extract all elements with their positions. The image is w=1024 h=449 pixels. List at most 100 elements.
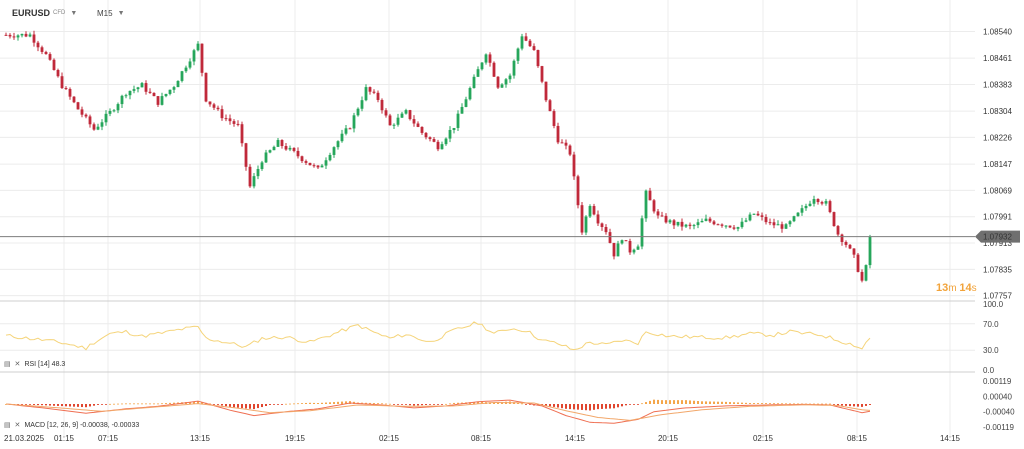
macd-histogram-bar	[77, 404, 79, 407]
countdown-minutes: 13	[936, 282, 949, 294]
candle-body	[36, 42, 40, 48]
macd-histogram-bar	[637, 404, 639, 405]
candle-body	[376, 92, 380, 100]
candle-body	[68, 89, 72, 97]
macd-histogram-bar	[261, 404, 263, 408]
macd-histogram-bar	[221, 404, 223, 406]
candle-body	[484, 54, 488, 63]
candle-body	[544, 81, 548, 101]
candle-body	[360, 100, 364, 109]
candle-body	[800, 208, 804, 213]
candle-body	[644, 190, 648, 219]
candle-body	[156, 96, 160, 105]
candle-body	[308, 162, 312, 166]
rsi-indicator-label[interactable]: ▤ ✕ RSI [14] 48.3	[4, 360, 66, 369]
macd-indicator-label[interactable]: ▤ ✕ MACD [12, 26, 9] -0.00038, -0.00033	[4, 421, 139, 430]
candle-body	[760, 215, 764, 217]
macd-histogram-bar	[781, 403, 783, 405]
macd-histogram-bar	[589, 404, 591, 411]
macd-histogram-bar	[249, 404, 251, 409]
candle-body	[412, 119, 416, 124]
candle-body	[684, 224, 688, 227]
candle-body	[668, 220, 672, 223]
macd-histogram-bar	[229, 404, 231, 407]
candle-body	[540, 66, 544, 82]
candle-body	[24, 33, 28, 37]
candle-body	[196, 43, 200, 51]
candle-body	[232, 121, 236, 124]
candle-body	[56, 70, 60, 77]
macd-histogram-bar	[837, 404, 839, 406]
macd-histogram-bar	[529, 404, 531, 405]
macd-histogram-bar	[73, 404, 75, 407]
candle-body	[612, 242, 616, 257]
macd-histogram-bar	[97, 404, 99, 405]
candle-body	[224, 118, 228, 120]
rsi-axis-tick-label: 0.0	[983, 366, 995, 375]
indicator-settings-icon[interactable]: ▤ ✕	[4, 361, 22, 368]
candle-body	[860, 271, 864, 281]
candle-body	[764, 216, 768, 223]
candle-body	[588, 206, 592, 217]
rsi-axis-tick-label: 30.0	[983, 346, 999, 355]
macd-histogram-bar	[113, 403, 115, 405]
candle-body	[648, 190, 652, 201]
macd-histogram-bar	[825, 403, 827, 405]
macd-histogram-bar	[25, 404, 27, 405]
macd-histogram-bar	[773, 403, 775, 404]
macd-histogram-bar	[497, 402, 499, 404]
candle-body	[352, 115, 356, 129]
macd-histogram-bar	[41, 404, 43, 406]
candle-body	[712, 221, 716, 225]
macd-axis-tick-label: 0.00040	[983, 392, 1012, 401]
macd-histogram-bar	[329, 402, 331, 404]
candle-body	[576, 176, 580, 206]
macd-histogram-bar	[89, 404, 91, 407]
macd-histogram-bar	[857, 404, 859, 407]
indicator-settings-icon[interactable]: ▤ ✕	[4, 422, 22, 429]
macd-histogram-bar	[673, 400, 675, 404]
macd-histogram-bar	[413, 404, 415, 406]
macd-histogram-bar	[433, 404, 435, 405]
macd-histogram-bar	[345, 401, 347, 404]
countdown-s-unit: s	[971, 283, 977, 294]
candle-body	[384, 110, 388, 116]
candle-body	[748, 214, 752, 221]
macd-histogram-bar	[65, 404, 67, 407]
candle-body	[492, 62, 496, 77]
symbol-selector[interactable]: EURUSD CFD ▼	[12, 6, 77, 20]
candle-body	[804, 205, 808, 209]
macd-histogram-bar	[585, 404, 587, 411]
macd-histogram-bar	[145, 403, 147, 405]
candle-body	[328, 154, 332, 161]
candle-body	[556, 125, 560, 143]
macd-histogram-bar	[401, 404, 403, 405]
candle-body	[732, 227, 736, 229]
candle-body	[416, 123, 420, 127]
candle-body	[592, 206, 596, 215]
macd-histogram-bar	[785, 403, 787, 405]
macd-histogram-bar	[381, 403, 383, 405]
macd-histogram-bar	[29, 404, 31, 405]
candle-body	[248, 166, 252, 187]
x-axis-tick-label: 02:15	[379, 434, 400, 443]
candle-body	[216, 107, 220, 110]
macd-histogram-bar	[217, 404, 219, 405]
x-axis-tick-label: 08:15	[471, 434, 492, 443]
macd-histogram-bar	[565, 404, 567, 409]
candle-body	[212, 104, 216, 108]
timeframe-selector[interactable]: M15 ▼	[97, 6, 125, 20]
candle-body	[172, 87, 176, 90]
macd-histogram-bar	[745, 402, 747, 404]
candle-body	[784, 224, 788, 229]
price-axis-tick-label: 1.08383	[983, 80, 1012, 89]
candle-body	[344, 128, 348, 134]
candle-body	[548, 100, 552, 112]
price-axis-tick-label: 1.08069	[983, 186, 1012, 195]
macd-histogram-bar	[109, 403, 111, 405]
candle-body	[772, 222, 776, 226]
rsi-label-text: RSI [14] 48.3	[24, 360, 66, 368]
candle-body	[388, 115, 392, 126]
macd-histogram-bar	[797, 403, 799, 405]
